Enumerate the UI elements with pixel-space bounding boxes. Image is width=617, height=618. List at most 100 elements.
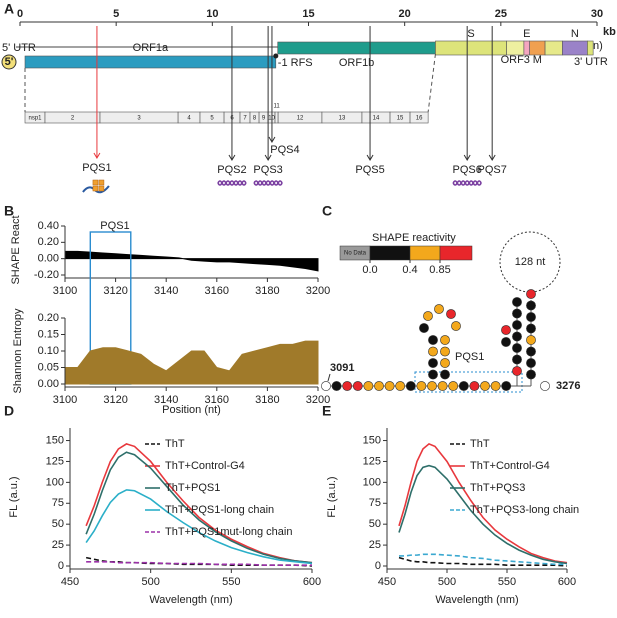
helix-icon — [253, 180, 283, 186]
nucleotide — [451, 321, 461, 331]
y-tick-label: 125 — [46, 455, 64, 467]
y-tick-label: 25 — [52, 539, 64, 551]
tick-label: 30 — [591, 8, 603, 20]
x-tick-label: 3100 — [53, 285, 77, 297]
nucleotide — [423, 311, 433, 321]
arrow-head — [228, 154, 236, 161]
axis-unit: kb — [603, 26, 616, 38]
series-line — [85, 443, 313, 564]
x-tick-label: 3180 — [255, 285, 279, 297]
y-tick-label: -0.20 — [34, 269, 59, 281]
nucleotide — [512, 308, 522, 319]
nucleotide — [446, 309, 456, 319]
series-line — [398, 556, 568, 567]
arrow-head — [264, 154, 272, 161]
segment-label: ORF1a — [133, 42, 169, 54]
nucleotide — [440, 335, 450, 345]
utr-label: 3' UTR — [574, 56, 608, 68]
y-tick-label: 0.10 — [38, 345, 59, 357]
tick-label: 10 — [206, 8, 218, 20]
y-axis-label: Shannon Entropy — [12, 308, 24, 394]
nucleotide — [448, 381, 459, 391]
pqs-label: PQS1 — [82, 162, 111, 174]
tick-label: 25 — [495, 8, 507, 20]
cap — [1, 54, 17, 70]
segment-label: M — [533, 54, 542, 66]
legend-label: ThT+PQS3-long chain — [470, 504, 579, 516]
helix-icon — [217, 180, 247, 186]
legend-bin — [439, 245, 473, 261]
x-axis-label: Wavelength (nm) — [149, 594, 232, 606]
legend-tick-label: 0.0 — [362, 264, 377, 276]
arrow-head — [366, 154, 374, 161]
genome-segment — [544, 40, 563, 56]
nucleotide — [526, 289, 536, 299]
nucleotide — [490, 381, 501, 391]
nucleotide — [427, 381, 437, 391]
nucleotide — [526, 369, 536, 380]
cap-label: 5' — [5, 56, 14, 68]
projection — [427, 53, 436, 113]
nucleotide — [512, 354, 522, 365]
start-tick — [327, 373, 331, 382]
arrow-head — [268, 136, 276, 143]
series-line — [398, 442, 568, 564]
segment-label: S — [467, 28, 474, 40]
series-line — [398, 464, 568, 565]
pqs-label: PQS4 — [270, 144, 299, 156]
nsp-label: 14 — [373, 116, 380, 122]
y-axis-label: SHAPE React — [10, 215, 22, 284]
y-tick-label: 100 — [46, 476, 64, 488]
series-line — [85, 451, 313, 564]
nucleotide — [512, 320, 522, 330]
x-tick-label: 3100 — [53, 394, 77, 406]
nsp-label: nsp1 — [28, 116, 42, 122]
nucleotide — [437, 381, 448, 391]
loop-label: 128 nt — [515, 256, 546, 268]
segment-label: E — [523, 28, 530, 40]
nsp-label: 7 — [243, 116, 247, 122]
nucleotide — [526, 323, 536, 334]
genome-segment — [24, 55, 277, 69]
legend-bin-label: No Data — [344, 251, 367, 257]
x-tick-label: 550 — [498, 576, 516, 588]
nsp-label: 9 — [262, 116, 266, 122]
legend-label: ThT+PQS3 — [470, 482, 525, 494]
y-axis-label: FL (a.u.) — [326, 476, 338, 517]
rfs-dot — [273, 53, 279, 59]
x-tick-label: 3120 — [103, 394, 127, 406]
y-tick-label: 0.05 — [38, 361, 59, 373]
y-tick-label: 100 — [363, 476, 381, 488]
legend-bin — [369, 245, 411, 261]
pqs-label: PQS5 — [355, 164, 384, 176]
x-tick-label: 600 — [558, 576, 576, 588]
nsp-label: 15 — [397, 116, 404, 122]
nucleotide — [428, 369, 438, 380]
panel-label: B — [4, 203, 14, 219]
legend-title: SHAPE reactivity — [372, 232, 456, 244]
x-tick-label: 3200 — [306, 285, 330, 297]
nucleotide — [526, 335, 536, 345]
segment-label: ORF3 — [501, 54, 530, 66]
y-tick-label: 0.20 — [38, 312, 59, 324]
pqs-label: PQS6 — [452, 164, 481, 176]
nucleotide — [405, 381, 416, 391]
legend-label: ThT — [470, 438, 490, 450]
y-tick-label: 0.20 — [38, 236, 59, 248]
panel-label: E — [322, 403, 331, 419]
nucleotide — [331, 381, 342, 391]
legend-tick-label: 0.85 — [429, 264, 450, 276]
pqs-structure-label: PQS1 — [455, 351, 484, 363]
x-tick-label: 3140 — [154, 285, 178, 297]
nucleotide — [384, 381, 395, 391]
panel-label: C — [322, 203, 332, 219]
y-tick-label: 125 — [363, 455, 381, 467]
panel-label: D — [4, 403, 14, 419]
y-tick-label: 25 — [369, 539, 381, 551]
x-tick-label: 500 — [438, 576, 456, 588]
nucleotide — [458, 381, 469, 391]
x-tick-label: 600 — [303, 576, 321, 588]
genome-segment — [587, 40, 594, 56]
g4-icon — [98, 179, 105, 186]
nucleotide — [428, 346, 438, 357]
